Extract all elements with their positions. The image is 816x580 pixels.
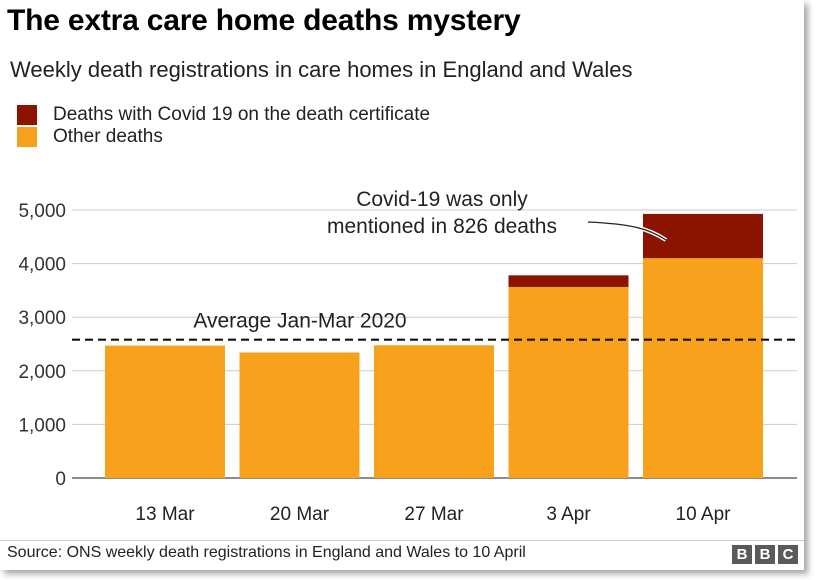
legend-swatch-other <box>17 127 37 147</box>
x-tick-label: 3 Apr <box>546 504 591 525</box>
average-reference-label: Average Jan-Mar 2020 <box>193 310 406 333</box>
bar-segment <box>508 286 629 478</box>
y-tick-label: 0 <box>55 469 66 490</box>
bar-segment <box>105 345 225 478</box>
annotation-text: mentioned in 826 deaths <box>327 215 557 238</box>
legend-item-covid: Deaths with Covid 19 on the death certif… <box>17 104 430 126</box>
legend: Deaths with Covid 19 on the death certif… <box>17 104 430 148</box>
bbc-logo-letter: B <box>755 545 775 564</box>
bar-segment <box>643 258 763 478</box>
x-tick-label: 10 Apr <box>676 504 732 525</box>
chart-title: The extra care home deaths mystery <box>7 4 521 37</box>
bbc-logo-letter: B <box>732 545 752 564</box>
bar-segment <box>239 352 360 478</box>
annotation-text: Covid-19 was only <box>356 188 528 211</box>
x-tick-label: 27 Mar <box>404 504 464 525</box>
x-tick-label: 13 Mar <box>135 504 195 525</box>
footer-divider <box>0 540 804 541</box>
y-tick-label: 3,000 <box>18 308 66 329</box>
bbc-logo-letter: C <box>778 545 798 564</box>
legend-item-other: Other deaths <box>17 126 430 148</box>
bar-chart: 0 1,000 2,000 3,000 4,000 5,000 13 Mar 20 Mar 27… <box>18 188 797 525</box>
bar-segment <box>508 275 629 287</box>
x-tick-label: 20 Mar <box>270 504 330 525</box>
chart-frame: The extra care home deaths mystery Weekl… <box>0 4 804 564</box>
source-note: Source: ONS weekly death registrations i… <box>7 544 526 561</box>
chart-subtitle: Weekly death registrations in care homes… <box>10 57 633 82</box>
y-tick-label: 1,000 <box>18 415 66 436</box>
annotation-leader-line <box>587 221 667 241</box>
legend-swatch-covid <box>17 105 37 125</box>
y-tick-label: 4,000 <box>18 255 66 276</box>
y-tick-label: 2,000 <box>18 362 66 383</box>
legend-label-covid: Deaths with Covid 19 on the death certif… <box>53 104 431 125</box>
legend-label-other: Other deaths <box>53 126 163 147</box>
bar-segment <box>374 345 494 478</box>
bbc-logo: B B C <box>732 545 798 564</box>
y-tick-label: 5,000 <box>18 201 66 222</box>
